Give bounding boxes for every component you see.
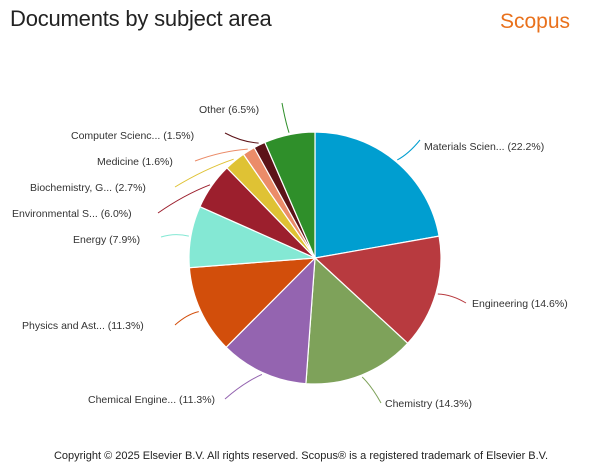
slice-label: Other (6.5%)	[199, 104, 259, 116]
leader-line	[361, 376, 382, 404]
slice-label: Materials Scien... (22.2%)	[424, 141, 544, 153]
leader-line	[437, 293, 467, 304]
leader-line	[281, 102, 290, 133]
slice-label: Engineering (14.6%)	[472, 298, 568, 310]
slice-label: Chemical Engine... (11.3%)	[88, 394, 215, 406]
slice-label: Environmental S... (6.0%)	[12, 208, 132, 220]
slice-label: Energy (7.9%)	[73, 234, 140, 246]
copyright-footer: Copyright © 2025 Elsevier B.V. All right…	[53, 450, 549, 462]
pie-slice[interactable]	[314, 131, 440, 259]
pie-slice[interactable]	[188, 257, 317, 349]
pie-slice[interactable]	[225, 256, 316, 385]
pie-slice[interactable]	[305, 256, 409, 385]
slice-label: Biochemistry, G... (2.7%)	[30, 182, 146, 194]
leader-line	[224, 374, 263, 400]
slice-label: Chemistry (14.3%)	[385, 398, 472, 410]
slice-label: Medicine (1.6%)	[97, 156, 173, 168]
leader-line	[397, 139, 421, 161]
slice-label: Computer Scienc... (1.5%)	[71, 130, 194, 142]
leader-line	[174, 158, 234, 188]
leader-line	[194, 148, 248, 162]
leader-line	[157, 184, 211, 214]
leader-line	[174, 311, 199, 326]
leader-line	[160, 234, 189, 238]
pie-slice[interactable]	[264, 131, 316, 259]
leader-line	[224, 132, 259, 144]
slice-label: Physics and Ast... (11.3%)	[22, 320, 144, 332]
chart-title: Documents by subject area	[10, 6, 272, 31]
pie-slice[interactable]	[313, 235, 442, 345]
scopus-logo: Scopus	[499, 10, 570, 33]
